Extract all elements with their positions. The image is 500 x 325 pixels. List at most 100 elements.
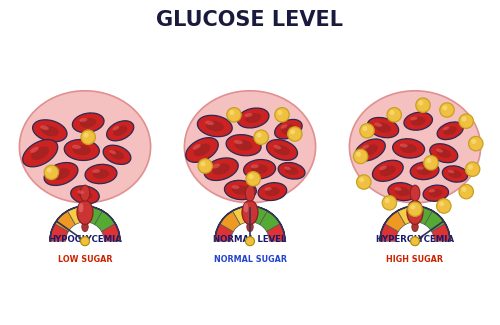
Circle shape (418, 100, 424, 106)
Ellipse shape (80, 185, 90, 201)
Ellipse shape (77, 190, 84, 194)
Ellipse shape (80, 118, 88, 122)
Wedge shape (54, 211, 76, 232)
Ellipse shape (85, 164, 117, 184)
Ellipse shape (232, 185, 239, 189)
Ellipse shape (407, 201, 423, 224)
Ellipse shape (375, 123, 391, 133)
Ellipse shape (265, 187, 280, 196)
Circle shape (362, 126, 368, 131)
Circle shape (459, 114, 473, 128)
Circle shape (356, 152, 361, 157)
Circle shape (246, 237, 254, 246)
Circle shape (256, 133, 262, 137)
Wedge shape (50, 224, 68, 241)
Ellipse shape (232, 185, 248, 195)
Ellipse shape (82, 222, 88, 232)
Ellipse shape (78, 190, 92, 199)
Ellipse shape (408, 203, 414, 213)
Circle shape (360, 124, 374, 138)
Ellipse shape (212, 163, 230, 175)
Ellipse shape (252, 164, 268, 174)
Ellipse shape (437, 122, 464, 140)
Ellipse shape (186, 138, 218, 162)
Ellipse shape (92, 169, 110, 179)
Wedge shape (432, 224, 450, 241)
Circle shape (471, 139, 476, 144)
Circle shape (278, 110, 282, 115)
Wedge shape (266, 224, 285, 241)
Wedge shape (398, 206, 415, 225)
Ellipse shape (244, 160, 276, 179)
Wedge shape (250, 206, 268, 225)
Circle shape (439, 201, 444, 206)
Ellipse shape (264, 187, 272, 191)
Ellipse shape (72, 113, 104, 133)
Ellipse shape (110, 150, 124, 160)
Ellipse shape (224, 180, 256, 200)
Circle shape (436, 199, 451, 213)
Ellipse shape (374, 123, 382, 127)
Ellipse shape (266, 140, 298, 160)
Wedge shape (424, 211, 446, 232)
Ellipse shape (379, 166, 387, 170)
Wedge shape (68, 206, 85, 225)
Ellipse shape (70, 186, 100, 204)
Text: LOW SUGAR: LOW SUGAR (58, 255, 112, 264)
Ellipse shape (284, 167, 291, 170)
Wedge shape (415, 206, 432, 225)
Circle shape (424, 156, 438, 170)
Ellipse shape (448, 170, 462, 178)
Ellipse shape (205, 121, 214, 125)
Ellipse shape (72, 145, 81, 149)
Wedge shape (102, 224, 120, 241)
Wedge shape (215, 224, 234, 241)
Ellipse shape (400, 144, 417, 153)
Ellipse shape (112, 126, 119, 130)
Ellipse shape (417, 166, 432, 175)
Ellipse shape (204, 158, 238, 180)
Circle shape (442, 105, 448, 110)
Ellipse shape (226, 135, 261, 156)
Ellipse shape (394, 187, 402, 191)
Circle shape (468, 164, 473, 170)
Ellipse shape (429, 189, 442, 197)
Circle shape (426, 158, 432, 163)
Ellipse shape (198, 115, 232, 137)
Circle shape (359, 177, 364, 182)
Ellipse shape (282, 124, 296, 134)
Ellipse shape (106, 121, 134, 141)
Text: HYPERGLYCEMIA: HYPERGLYCEMIA (376, 235, 454, 244)
Ellipse shape (274, 145, 281, 149)
Ellipse shape (31, 146, 50, 160)
Text: GLUCOSE LEVEL: GLUCOSE LEVEL (156, 10, 344, 30)
Ellipse shape (244, 203, 248, 213)
Circle shape (468, 136, 483, 151)
Ellipse shape (251, 164, 259, 168)
Ellipse shape (430, 144, 458, 163)
Ellipse shape (258, 183, 286, 201)
Ellipse shape (40, 125, 49, 130)
Ellipse shape (234, 140, 242, 144)
Ellipse shape (410, 117, 418, 120)
Text: NORMAL LEVEL: NORMAL LEVEL (214, 235, 286, 244)
Circle shape (44, 165, 59, 180)
Circle shape (200, 161, 205, 166)
Ellipse shape (206, 121, 224, 131)
Circle shape (440, 103, 454, 117)
Circle shape (410, 237, 420, 246)
Ellipse shape (109, 150, 116, 154)
Wedge shape (384, 211, 406, 232)
Ellipse shape (194, 144, 210, 156)
Ellipse shape (362, 144, 378, 156)
Ellipse shape (274, 119, 302, 139)
Circle shape (288, 127, 302, 141)
Ellipse shape (192, 144, 200, 150)
Ellipse shape (410, 185, 420, 201)
Wedge shape (94, 211, 116, 232)
Ellipse shape (278, 162, 305, 179)
Circle shape (248, 174, 254, 179)
Ellipse shape (30, 147, 38, 153)
Ellipse shape (103, 145, 131, 164)
Circle shape (410, 204, 416, 210)
